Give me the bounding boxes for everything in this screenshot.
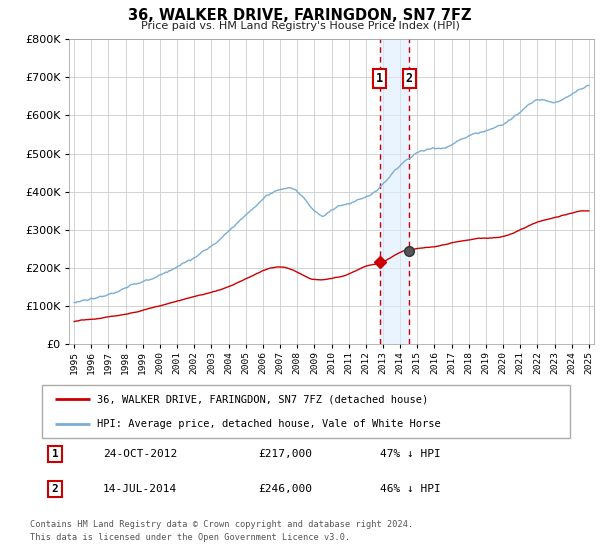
Text: 1: 1 [376, 72, 383, 85]
Text: HPI: Average price, detached house, Vale of White Horse: HPI: Average price, detached house, Vale… [97, 418, 441, 428]
Text: This data is licensed under the Open Government Licence v3.0.: This data is licensed under the Open Gov… [30, 533, 350, 542]
Text: Contains HM Land Registry data © Crown copyright and database right 2024.: Contains HM Land Registry data © Crown c… [30, 520, 413, 529]
Bar [380, 39, 409, 344]
FancyBboxPatch shape [42, 385, 570, 438]
Text: 36, WALKER DRIVE, FARINGDON, SN7 7FZ: 36, WALKER DRIVE, FARINGDON, SN7 7FZ [128, 8, 472, 24]
Text: Price paid vs. HM Land Registry's House Price Index (HPI): Price paid vs. HM Land Registry's House … [140, 21, 460, 31]
Text: 1: 1 [52, 449, 59, 459]
Text: 46% ↓ HPI: 46% ↓ HPI [380, 484, 440, 494]
Text: £246,000: £246,000 [259, 484, 313, 494]
Text: 2: 2 [406, 72, 413, 85]
Text: 24-OCT-2012: 24-OCT-2012 [103, 449, 177, 459]
Text: 36, WALKER DRIVE, FARINGDON, SN7 7FZ (detached house): 36, WALKER DRIVE, FARINGDON, SN7 7FZ (de… [97, 394, 428, 404]
Text: 14-JUL-2014: 14-JUL-2014 [103, 484, 177, 494]
Text: 47% ↓ HPI: 47% ↓ HPI [380, 449, 440, 459]
Text: £217,000: £217,000 [259, 449, 313, 459]
Text: 2: 2 [52, 484, 59, 494]
